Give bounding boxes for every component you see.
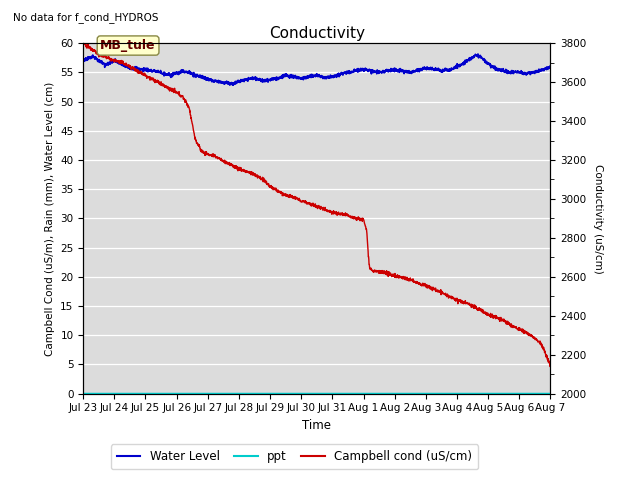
Text: MB_tule: MB_tule bbox=[100, 39, 156, 52]
X-axis label: Time: Time bbox=[302, 419, 332, 432]
Y-axis label: Campbell Cond (uS/m), Rain (mm), Water Level (cm): Campbell Cond (uS/m), Rain (mm), Water L… bbox=[45, 81, 54, 356]
Text: No data for f_cond_HYDROS: No data for f_cond_HYDROS bbox=[13, 12, 158, 23]
Title: Conductivity: Conductivity bbox=[269, 25, 365, 41]
Legend: Water Level, ppt, Campbell cond (uS/cm): Water Level, ppt, Campbell cond (uS/cm) bbox=[111, 444, 478, 469]
Y-axis label: Conductivity (uS/cm): Conductivity (uS/cm) bbox=[593, 164, 603, 273]
